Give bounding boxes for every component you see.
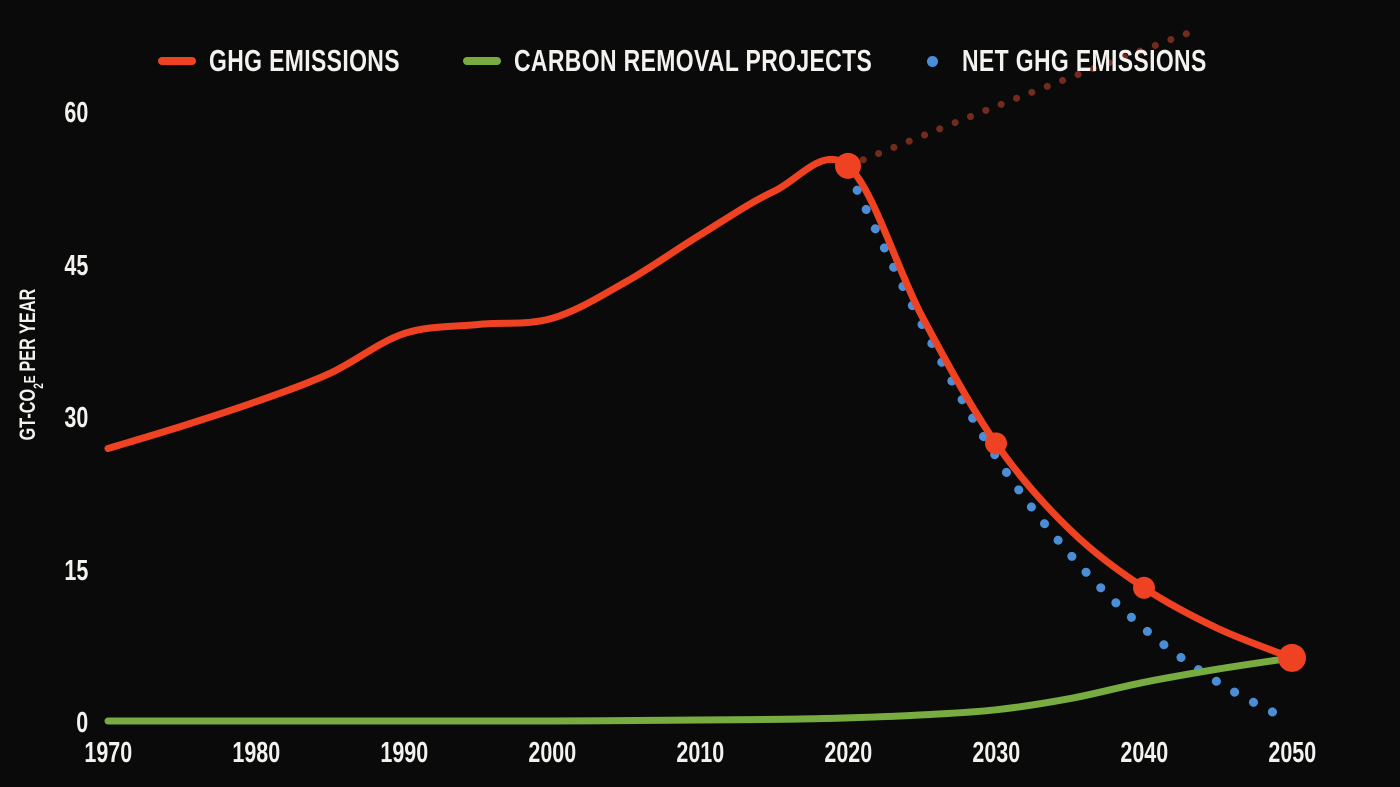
legend-item-carbon-removal: CARBON REMOVAL PROJECTS: [463, 38, 998, 84]
y-tick-label: 30: [64, 402, 88, 434]
legend-item-ghg-emissions: GHG EMISSIONS: [158, 38, 467, 84]
y-tick-label: 15: [64, 554, 88, 587]
x-tick-label: 2050: [1268, 737, 1316, 769]
legend-label-net-ghg-emissions: NET GHG EMISSIONS: [962, 43, 1207, 78]
data-point-marker: [835, 152, 861, 179]
x-tick-label: 2010: [676, 737, 724, 769]
data-point-marker: [985, 432, 1007, 455]
x-tick-label: 2040: [1120, 737, 1168, 769]
legend-item-net-ghg-emissions: NET GHG EMISSIONS: [913, 38, 1293, 84]
net-emissions-dot-icon: [927, 55, 938, 67]
x-tick-label: 2000: [528, 737, 576, 769]
x-tick-label: 1980: [232, 737, 280, 769]
carbon-removal-projects-line: [104, 654, 1296, 725]
y-tick-label: 45: [64, 249, 88, 282]
ghg-emissions-projected-business-as-usual--line: [844, 26, 1201, 170]
y-tick-label: 0: [76, 707, 88, 739]
ghg-line-icon: [158, 57, 196, 65]
carbon-removal-line-icon: [463, 57, 501, 65]
legend-label-ghg-emissions: GHG EMISSIONS: [209, 43, 400, 78]
y-tick-label: 60: [64, 97, 88, 129]
data-point-marker: [1278, 643, 1306, 672]
x-tick-label: 1990: [380, 737, 428, 769]
data-point-marker: [1133, 576, 1155, 599]
chart-legend: GHG EMISSIONS CARBON REMOVAL PROJECTS NE…: [0, 0, 1400, 100]
ghg-emissions-line: [104, 156, 1296, 662]
x-tick-label: 1970: [84, 737, 132, 769]
x-tick-label: 2030: [972, 737, 1020, 769]
net-ghg-emissions-line: [843, 166, 1291, 724]
legend-label-carbon-removal: CARBON REMOVAL PROJECTS: [514, 43, 873, 78]
x-tick-label: 2020: [824, 737, 872, 769]
